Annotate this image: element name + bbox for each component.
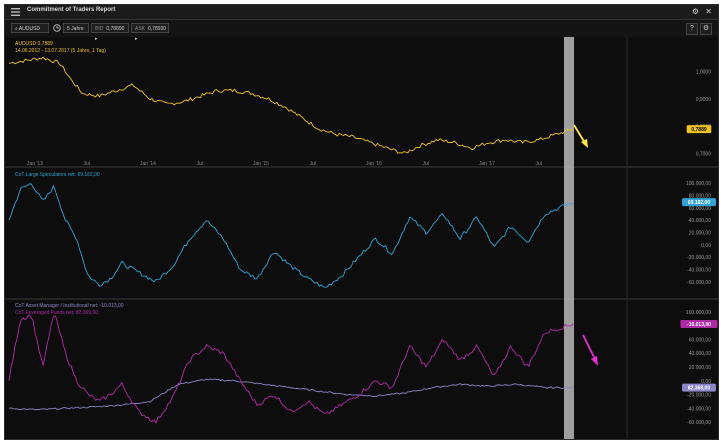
- close-icon[interactable]: ✕: [705, 7, 712, 16]
- y-tick-label: 40.000,00: [689, 218, 711, 224]
- last-value-label: 69.182,00: [688, 200, 710, 206]
- series-line: [8, 378, 574, 411]
- x-tick-label: Jan '15: [253, 161, 269, 167]
- y-tick-label: -40.000,00: [687, 267, 711, 273]
- price-arrow: [573, 124, 588, 148]
- cot-arrow: [582, 334, 598, 366]
- ask-quote[interactable]: ASK 0,78930 ▸: [131, 23, 169, 42]
- x-tick-label: Jul: [536, 161, 542, 167]
- last-value-badge: [682, 383, 716, 392]
- last-value-label: 82.369,00: [688, 386, 710, 392]
- help-button[interactable]: ?: [686, 23, 698, 35]
- bid-quote[interactable]: BID 0,78890 ▸: [91, 23, 129, 42]
- clock-icon: [53, 24, 61, 32]
- ask-label: ASK: [135, 26, 146, 32]
- x-tick-label: Jan '14: [140, 161, 156, 167]
- y-tick-label: 0,7000: [696, 152, 712, 158]
- x-tick-label: Jul: [197, 161, 203, 167]
- y-tick-label: -60.000,00: [687, 420, 711, 426]
- bid-value: 0,78890 ▸: [95, 26, 125, 42]
- menu-icon[interactable]: [11, 8, 20, 16]
- range-value: 5 Jahre: [67, 26, 84, 32]
- x-tick-label: Jul: [310, 161, 316, 167]
- y-tick-label: -60.000,00: [687, 280, 711, 286]
- window-title: Commitment of Traders Report: [27, 7, 116, 13]
- range-selector[interactable]: 5 Jahre: [63, 23, 89, 33]
- settings-icon: ⚙: [702, 25, 710, 32]
- last-value-badge: [680, 320, 718, 329]
- gear-icon[interactable]: ⚙: [691, 7, 700, 16]
- title-bar: Commitment of Traders Report ⚙ ✕: [5, 5, 718, 20]
- series-line: [8, 314, 574, 424]
- settings-button[interactable]: ⚙: [700, 23, 712, 35]
- y-tick-label: 60.000,00: [689, 206, 711, 212]
- x-tick-label: Jan '16: [366, 161, 382, 167]
- y-tick-label: 60.000,00: [689, 337, 711, 343]
- y-tick-label: 40.000,00: [689, 351, 711, 357]
- last-value-label: -10.013,00: [687, 322, 711, 328]
- ask-value: 0,78930 ▸: [135, 26, 167, 42]
- x-tick-label: Jul: [423, 161, 429, 167]
- legend-price-name: AUDUSD 0,7889: [15, 41, 53, 47]
- legend-leveraged: CoT Leveraged Funds net: 82.369,00: [15, 310, 98, 316]
- highlight-band: [564, 37, 574, 439]
- last-value-badge: [686, 125, 712, 134]
- y-tick-label: 0,9000: [696, 97, 712, 103]
- series-line: [8, 183, 574, 288]
- y-tick-label: 100.000,00: [686, 310, 711, 316]
- legend-large-spec: CoT Large Speculators net: 69.182,00: [15, 172, 100, 178]
- y-tick-label: 0,00: [701, 379, 711, 385]
- last-value-badge: [682, 198, 716, 207]
- symbol-value: AUDUSD: [18, 26, 41, 32]
- toolbar: ⌕ AUDUSD 5 Jahre BID 0,78890 ▸ ASK 0,78930…: [5, 20, 718, 42]
- search-icon: ⌕: [15, 26, 19, 32]
- x-tick-label: Jan '17: [479, 161, 495, 167]
- help-icon: ?: [690, 25, 694, 32]
- last-value-label: 0,7889: [691, 127, 707, 133]
- series-line: [8, 56, 574, 154]
- x-tick-label: Jul: [84, 161, 90, 167]
- y-tick-label: -20.000,00: [687, 255, 711, 261]
- y-tick-label: -20.000,00: [687, 393, 711, 399]
- y-tick-label: 1,0000: [696, 69, 712, 75]
- legend-price: AUDUSD 0,7889 14.06.2012 - 13.07.2017 (5…: [15, 41, 106, 54]
- y-tick-label: 80.000,00: [689, 193, 711, 199]
- symbol-selector[interactable]: ⌕ AUDUSD: [11, 23, 49, 33]
- x-tick-label: Jan '13: [27, 161, 43, 167]
- y-tick-label: -40.000,00: [687, 406, 711, 412]
- y-tick-label: 20.000,00: [689, 365, 711, 371]
- cot-report-window: Commitment of Traders Report ⚙ ✕ ⌕ AUDUS…: [4, 4, 719, 440]
- bid-label: BID: [95, 26, 104, 32]
- y-tick-label: 100.000,00: [686, 181, 711, 187]
- legend-asset-manager: CoT Asset Manager / Institutional net: -…: [15, 303, 124, 309]
- y-tick-label: 0,00: [701, 243, 711, 249]
- legend-price-range: 14.06.2012 - 13.07.2017 (5 Jahre, 1 Tag): [15, 48, 106, 54]
- chart-area: AUDUSD 0,7889 14.06.2012 - 13.07.2017 (5…: [5, 37, 718, 439]
- y-tick-label: 20.000,00: [689, 230, 711, 236]
